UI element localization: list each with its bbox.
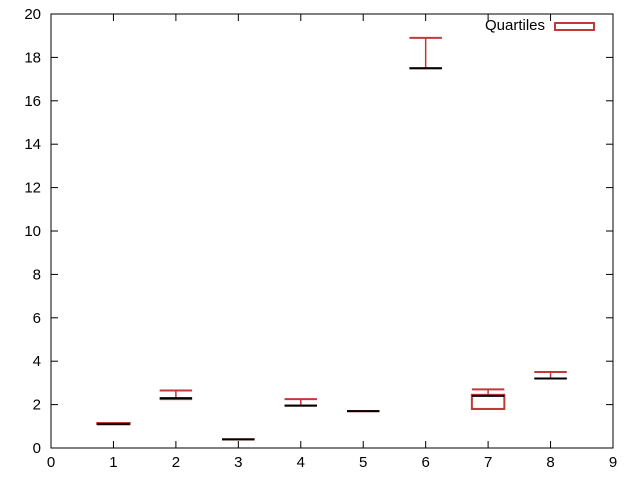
x-tick-label: 0 (47, 454, 55, 471)
candlestick-6 (409, 36, 442, 70)
candlestick-8 (534, 371, 567, 380)
y-tick-label: 12 (24, 180, 41, 197)
x-tick-label: 5 (359, 454, 367, 471)
data-marks (96, 36, 567, 441)
quartile-box (470, 393, 506, 410)
x-tick-label: 9 (609, 454, 617, 471)
x-tick-label: 8 (546, 454, 554, 471)
x-tick-label: 4 (297, 454, 305, 471)
candlestick-4 (284, 398, 318, 407)
y-tick-label: 4 (33, 353, 41, 370)
x-tick-label: 3 (234, 454, 242, 471)
y-tick-label: 8 (33, 266, 41, 283)
legend-label-quartiles: Quartiles (485, 17, 545, 34)
y-tick-label: 18 (24, 49, 41, 66)
y-tick-label: 16 (24, 93, 41, 110)
candlestick-7 (470, 388, 506, 410)
x-tick-label: 7 (484, 454, 492, 471)
legend-swatch-quartiles (554, 22, 595, 31)
x-tick-label: 1 (109, 454, 117, 471)
y-tick-label: 6 (33, 310, 41, 327)
y-tick-label: 20 (24, 6, 41, 23)
x-tick-label: 6 (421, 454, 429, 471)
plot-frame (50, 13, 614, 449)
candlestick-2 (159, 389, 193, 401)
y-tick-label: 2 (33, 397, 41, 414)
tick-marks (50, 13, 614, 449)
x-tick-label: 2 (172, 454, 180, 471)
y-tick-label: 10 (24, 223, 41, 240)
y-tick-label: 14 (24, 136, 41, 153)
candlestick-1 (96, 422, 131, 426)
y-tick-label: 0 (33, 440, 41, 457)
axes (50, 13, 614, 449)
legend: Quartiles (485, 17, 595, 34)
